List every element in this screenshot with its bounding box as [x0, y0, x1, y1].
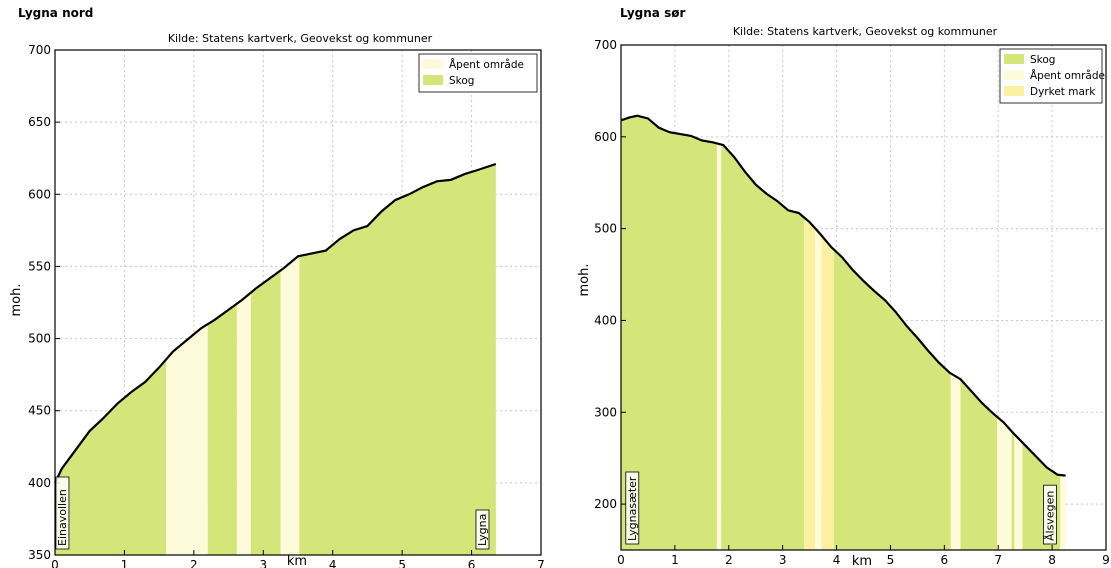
area-segment — [1060, 475, 1066, 550]
place-label: Lygnasæter — [625, 471, 640, 545]
legend-swatch — [423, 59, 443, 69]
place-label-text: Einavollen — [56, 489, 69, 546]
area-segment — [299, 163, 496, 556]
place-label-box — [475, 509, 490, 550]
y-tick-label: 650 — [28, 115, 51, 129]
legend-swatch — [1004, 86, 1024, 96]
x-tick-label: 0 — [617, 553, 625, 567]
x-tick-label: 6 — [468, 558, 476, 568]
x-tick-label: 9 — [1102, 553, 1110, 567]
x-tick-label: 2 — [725, 553, 733, 567]
elevation-line — [54, 162, 497, 484]
plot-frame — [54, 49, 542, 556]
legend-label: Skog — [449, 75, 474, 87]
x-tick-label: 1 — [121, 558, 129, 568]
y-tick-label: 500 — [594, 222, 617, 236]
place-label-text: Lygnasæter — [626, 476, 639, 541]
area-segment — [716, 143, 722, 550]
legend-swatch — [423, 75, 443, 85]
place-label: Lygna — [475, 509, 490, 550]
y-tick-label: 500 — [28, 332, 51, 346]
x-tick-label: 0 — [51, 558, 59, 568]
area-segment — [55, 359, 167, 555]
x-tick-label: 7 — [994, 553, 1002, 567]
chart-lygna-sor: Lygna sør Kilde: Statens kartverk, Geove… — [577, 6, 1110, 568]
area-segment — [821, 235, 834, 550]
x-axis-label: km — [287, 554, 307, 568]
place-label-text: Lygna — [476, 514, 489, 546]
legend-label: Skog — [1030, 54, 1055, 66]
area-segment — [721, 144, 805, 550]
chart-subtitle: Kilde: Statens kartverk, Geovekst og kom… — [168, 32, 433, 45]
y-tick-label: 550 — [28, 259, 51, 273]
y-tick-label: 600 — [28, 187, 51, 201]
place-label-box — [625, 471, 640, 545]
x-tick-label: 4 — [833, 553, 841, 567]
legend-label: Dyrket mark — [1030, 86, 1096, 98]
area-segment — [621, 115, 717, 550]
area-segment — [280, 256, 300, 555]
x-tick-label: 5 — [887, 553, 895, 567]
x-tick-label: 1 — [671, 553, 679, 567]
y-tick-label: 400 — [594, 313, 617, 327]
legend-label: Åpent område — [449, 58, 524, 71]
x-tick-label: 4 — [329, 558, 337, 568]
y-tick-label: 600 — [594, 130, 617, 144]
chart-lygna-nord: Lygna nord Kilde: Statens kartverk, Geov… — [9, 6, 545, 568]
area-segment — [815, 228, 822, 550]
legend-swatch — [1004, 54, 1024, 64]
x-tick-label: 5 — [398, 558, 406, 568]
place-label-box — [55, 476, 70, 550]
y-tick-label: 350 — [28, 548, 51, 562]
plot-frame — [620, 44, 1107, 551]
area-segment — [236, 292, 251, 555]
place-label: Ålsvegen — [1043, 484, 1057, 545]
place-label-box — [1043, 484, 1057, 545]
area-segment — [950, 373, 961, 550]
chart-title: Lygna nord — [18, 6, 93, 20]
y-tick-label: 400 — [28, 476, 51, 490]
x-axis-label: km — [852, 554, 872, 568]
x-tick-label: 6 — [941, 553, 949, 567]
legend-label: Åpent område — [1030, 69, 1105, 82]
area-segment — [833, 249, 951, 550]
x-tick-label: 7 — [537, 558, 545, 568]
area-segment — [207, 303, 237, 555]
legend-swatch — [1004, 70, 1024, 80]
place-label-text: Ålsvegen — [1043, 491, 1056, 541]
y-tick-label: 200 — [594, 497, 617, 511]
y-axis-label: moh. — [577, 264, 592, 297]
area-segment — [960, 379, 998, 550]
elevation-line — [620, 114, 1066, 477]
area-segment — [1014, 434, 1023, 550]
chart-subtitle: Kilde: Statens kartverk, Geovekst og kom… — [733, 25, 998, 38]
place-label: Einavollen — [55, 476, 70, 550]
area-segment — [997, 416, 1012, 550]
y-tick-label: 450 — [28, 404, 51, 418]
x-tick-label: 8 — [1048, 553, 1056, 567]
chart-title: Lygna sør — [620, 6, 685, 20]
area-segment — [250, 270, 281, 555]
y-tick-label: 700 — [28, 43, 51, 57]
y-tick-label: 700 — [594, 38, 617, 52]
y-tick-label: 300 — [594, 405, 617, 419]
area-segment — [804, 217, 815, 550]
x-tick-label: 3 — [779, 553, 787, 567]
x-tick-label: 2 — [190, 558, 198, 568]
y-axis-label: moh. — [9, 284, 24, 317]
x-tick-label: 3 — [259, 558, 267, 568]
area-segment — [1011, 431, 1015, 550]
area-segment — [166, 324, 208, 555]
